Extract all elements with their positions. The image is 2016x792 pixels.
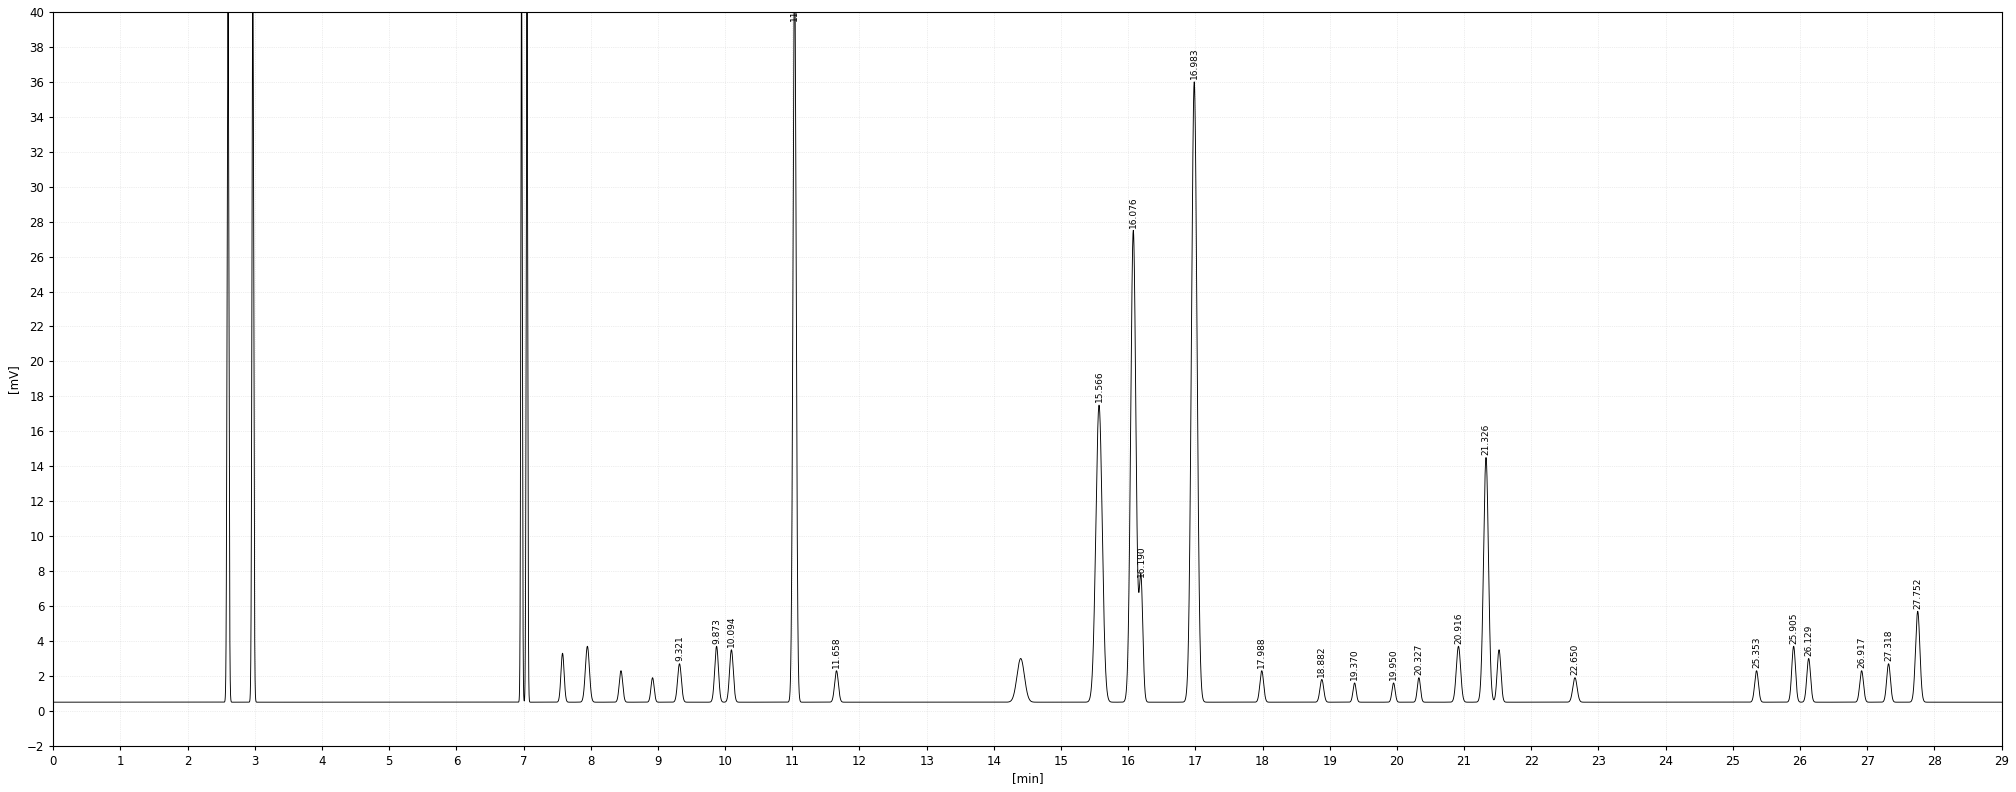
Text: 26.129: 26.129 (1804, 625, 1812, 656)
Text: 16.076: 16.076 (1129, 196, 1137, 228)
Text: 20.916: 20.916 (1454, 612, 1464, 644)
Text: 11.658: 11.658 (833, 637, 841, 668)
Text: 15.566: 15.566 (1095, 371, 1103, 402)
Text: 10.094: 10.094 (728, 615, 736, 647)
Text: 21.326: 21.326 (1482, 424, 1490, 455)
Text: 9.873: 9.873 (712, 618, 722, 644)
Text: 25.353: 25.353 (1752, 637, 1762, 668)
Text: 27.318: 27.318 (1885, 630, 1893, 661)
Text: 27.752: 27.752 (1913, 577, 1921, 609)
Text: 22.650: 22.650 (1570, 644, 1579, 675)
Text: 16.983: 16.983 (1189, 48, 1200, 79)
Text: 26.917: 26.917 (1857, 637, 1867, 668)
Text: 19.370: 19.370 (1351, 649, 1359, 680)
Text: 18.882: 18.882 (1316, 645, 1327, 677)
Text: 9.321: 9.321 (675, 635, 683, 661)
Y-axis label: [mV]: [mV] (6, 364, 20, 394)
Text: 17.988: 17.988 (1258, 637, 1266, 668)
Text: 25.905: 25.905 (1788, 612, 1798, 644)
Text: 20.327: 20.327 (1415, 644, 1423, 675)
Text: 11.034: 11.034 (790, 0, 798, 21)
Text: 19.950: 19.950 (1389, 649, 1397, 680)
Text: 16.190: 16.190 (1137, 546, 1145, 577)
X-axis label: [min]: [min] (1012, 772, 1042, 785)
